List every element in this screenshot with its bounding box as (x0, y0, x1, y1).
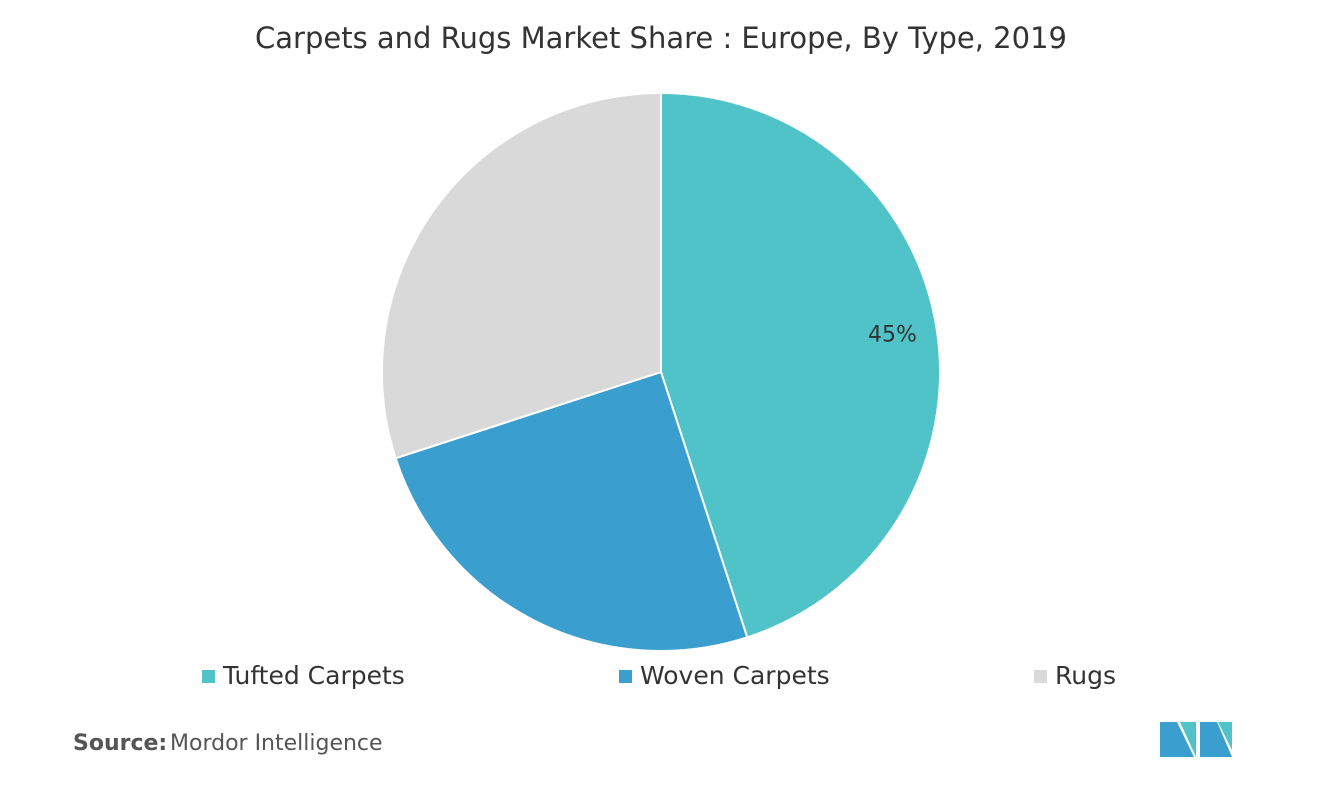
legend-swatch (619, 670, 632, 683)
data-label: 45% (868, 322, 917, 347)
pie-slice (394, 370, 749, 652)
logo (1160, 722, 1232, 757)
legend-label: Rugs (1055, 661, 1116, 690)
legend-label: Tufted Carpets (222, 661, 405, 690)
pie-slice (660, 91, 941, 639)
chart-title: Carpets and Rugs Market Share : Europe, … (255, 21, 1067, 55)
pie-slice (381, 91, 662, 460)
source-label: Source: (73, 731, 167, 756)
legend-swatch (1034, 670, 1047, 683)
source: Mordor Intelligence (170, 731, 383, 756)
legend-swatch (202, 670, 215, 683)
legend-label: Woven Carpets (640, 661, 830, 690)
